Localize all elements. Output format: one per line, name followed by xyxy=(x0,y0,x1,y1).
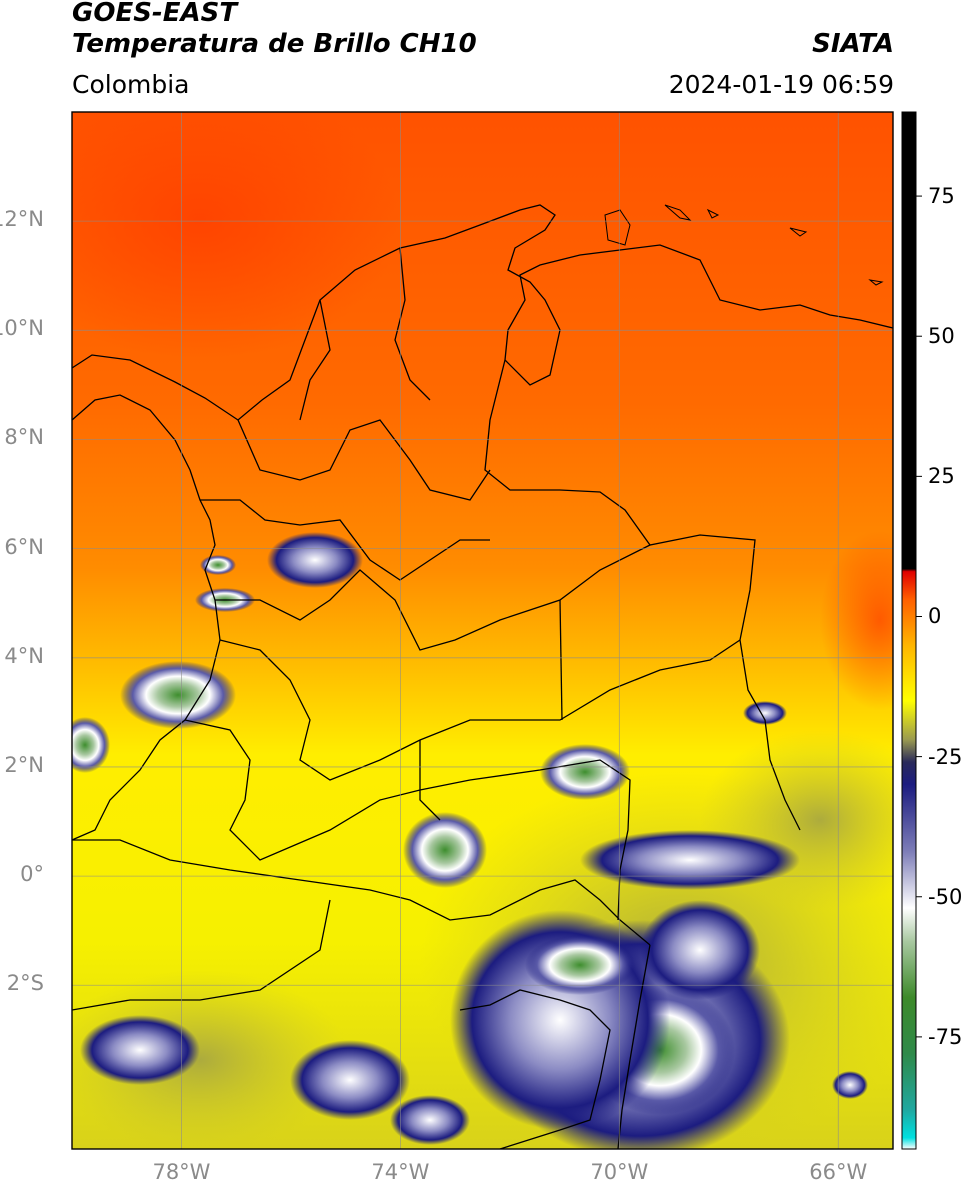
map-frame xyxy=(71,111,894,1150)
colorbar-tick-label: 25 xyxy=(928,464,955,489)
island-2 xyxy=(664,204,692,221)
storm-cell-sw xyxy=(80,1015,200,1085)
title-line-2: Temperatura de Brillo CH10 xyxy=(72,29,477,59)
boundaries xyxy=(72,204,893,1149)
caribbean-coastline xyxy=(72,204,893,421)
storm-cell-small-4 xyxy=(832,1071,868,1099)
colorbar-tick-label: -50 xyxy=(928,884,963,909)
lat-tick-label: 8°N xyxy=(4,425,44,450)
lat-tick-label: 12°N xyxy=(0,207,44,232)
lat-tick-label: 10°N xyxy=(0,316,44,341)
warm-region xyxy=(72,112,400,360)
island-1 xyxy=(604,209,631,246)
colorbar-tick-label: 75 xyxy=(928,184,955,209)
storm-cell-guaviare xyxy=(540,744,630,800)
internal-boundary-6 xyxy=(559,599,563,721)
colorbar-tick-label: 0 xyxy=(928,604,942,629)
cloud-band xyxy=(580,830,800,890)
colorbar-tick-label: -25 xyxy=(928,744,963,769)
island-3 xyxy=(706,208,720,219)
amazon-trapeze xyxy=(459,989,611,1149)
lon-tick-label: 70°W xyxy=(590,1160,649,1184)
lat-tick-label: 2°N xyxy=(4,752,44,777)
island-5 xyxy=(868,279,884,286)
colorbar-tick-label: -75 xyxy=(928,1024,963,1049)
storm-cell-antioquia xyxy=(267,532,363,588)
internal-boundary-1 xyxy=(237,419,491,501)
storm-cell-pacific xyxy=(120,661,236,729)
lat-tick-label: 2°S xyxy=(6,971,44,996)
title-line-1: GOES-EAST xyxy=(72,0,238,28)
source-label: SIATA xyxy=(812,29,894,59)
colombia-south-border xyxy=(72,839,651,946)
storm-cell-core-2 xyxy=(525,935,635,995)
islands xyxy=(604,204,884,286)
cloud-shield-olive-3 xyxy=(72,970,350,1149)
internal-boundary-7 xyxy=(299,299,331,421)
internal-boundary-3 xyxy=(215,544,651,651)
storm-cell-small-3 xyxy=(743,701,787,725)
lon-tick-label: 66°W xyxy=(809,1160,868,1184)
storm-cell-small-5 xyxy=(390,1095,470,1145)
colorbar-tick-label: 50 xyxy=(928,324,955,349)
storm-cell-south xyxy=(290,1040,410,1120)
lon-tick-label: 78°W xyxy=(152,1160,211,1184)
region-label: Colombia xyxy=(72,70,190,99)
ecuador-peru-border xyxy=(72,899,331,1011)
timestamp-label: 2024-01-19 06:59 xyxy=(668,70,894,99)
lat-tick-label: 0° xyxy=(20,862,44,887)
colorbar-ticks xyxy=(916,195,922,1038)
lat-tick-label: 4°N xyxy=(4,643,44,668)
colorbar xyxy=(901,111,917,1150)
satellite-imagery xyxy=(72,112,893,1149)
island-4 xyxy=(789,227,808,237)
internal-boundary-2 xyxy=(200,499,490,581)
colombia-venezuela-border xyxy=(484,359,801,831)
peru-brazil-border xyxy=(617,944,651,1149)
pacific-coastline xyxy=(72,394,221,841)
storm-cell-west-edge xyxy=(72,717,110,773)
lon-tick-label: 74°W xyxy=(371,1160,430,1184)
lat-tick-label: 6°N xyxy=(4,534,44,559)
internal-boundary-9 xyxy=(419,740,441,821)
internal-boundary-8 xyxy=(394,247,431,401)
gridlines xyxy=(72,112,893,1149)
storm-cell-east xyxy=(640,900,760,1000)
storm-cell-caqueta xyxy=(403,812,487,888)
